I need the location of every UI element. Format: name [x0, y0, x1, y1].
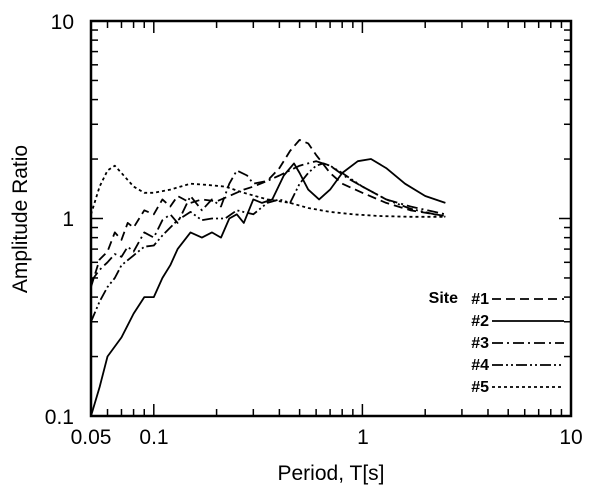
- y-tick-label-10: 10: [51, 11, 74, 34]
- legend-label-site-3: #3: [471, 335, 489, 352]
- series-line-site-3: [90, 160, 446, 283]
- legend: #1 #2 #3 #4 #5: [471, 291, 564, 396]
- x-tick-label-1: 1: [357, 426, 369, 449]
- x-tick-label-0.05: 0.05: [71, 426, 112, 449]
- legend-label-site-5: #5: [471, 379, 489, 396]
- legend-label-site-1: #1: [471, 291, 489, 308]
- series-line-site-4: [90, 162, 446, 323]
- series-line-site-5: [90, 164, 446, 218]
- x-tick-label-0.1: 0.1: [139, 426, 168, 449]
- x-tick-label-10: 10: [559, 426, 582, 449]
- plot-frame: [89, 19, 573, 418]
- legend-label-site-4: #4: [471, 357, 489, 374]
- axis-ticks: [90, 21, 572, 417]
- series-line-site-1: [90, 139, 446, 288]
- series-line-site-2: [90, 158, 446, 417]
- y-axis-title: Amplitude Ratio: [9, 145, 32, 293]
- series-group: [90, 139, 446, 417]
- y-tick-label-1: 1: [62, 208, 74, 231]
- x-axis-title: Period, T[s]: [278, 462, 385, 485]
- legend-title: Site: [429, 290, 458, 307]
- legend-label-site-2: #2: [471, 313, 489, 330]
- y-tick-label-0.1: 0.1: [45, 406, 74, 429]
